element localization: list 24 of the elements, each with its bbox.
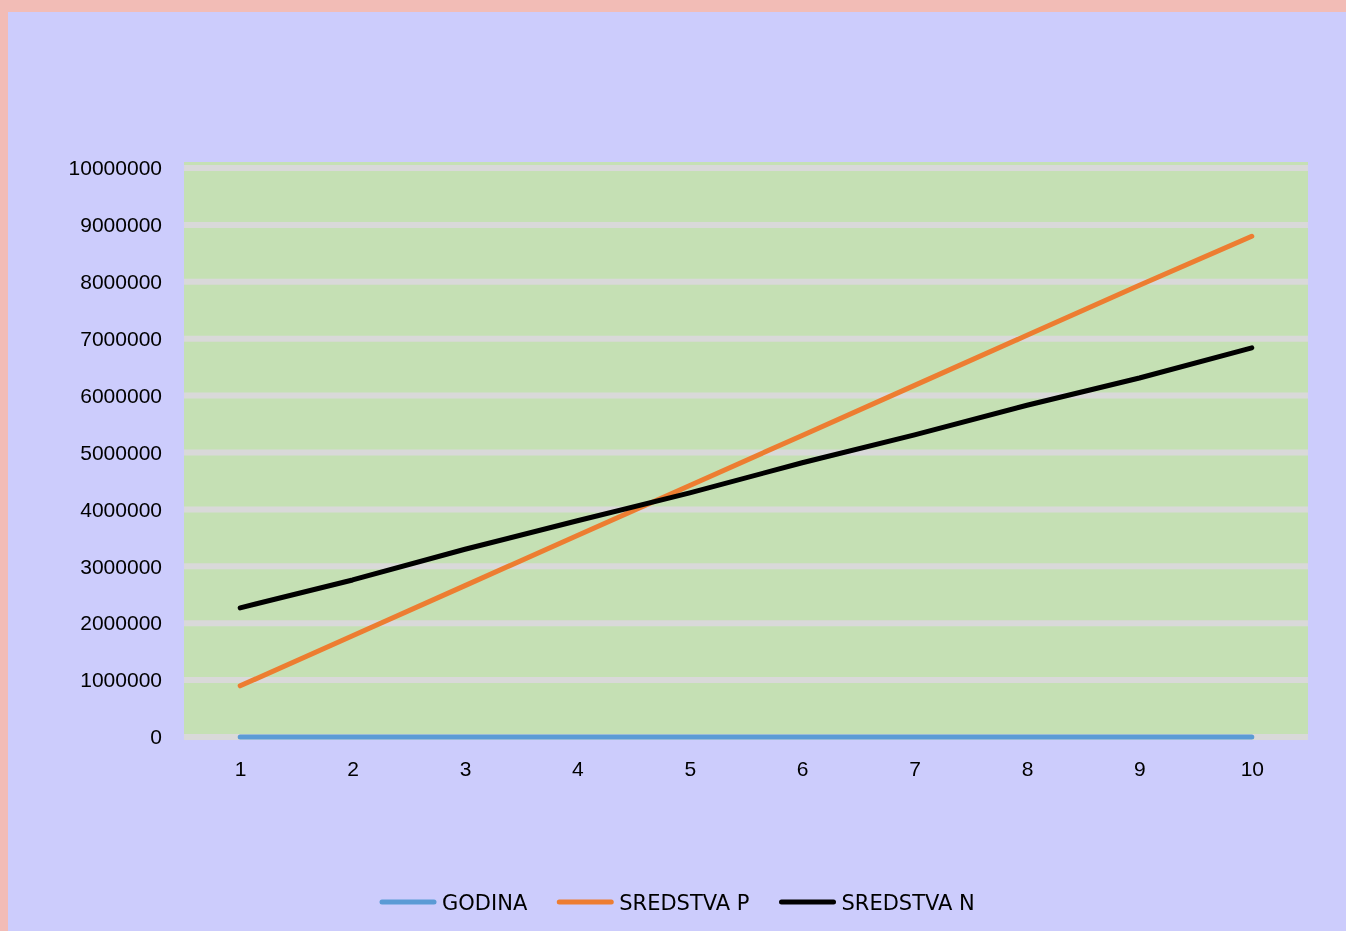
- y-tick-label: 7000000: [80, 326, 162, 350]
- y-tick-label: 5000000: [80, 440, 162, 464]
- x-tick-label: 5: [684, 756, 697, 780]
- y-tick-label: 2000000: [80, 611, 162, 635]
- y-tick-label: 9000000: [80, 213, 162, 237]
- x-tick-label: 4: [572, 756, 585, 780]
- x-tick-label: 7: [909, 756, 921, 780]
- y-tick-label: 10000000: [68, 156, 162, 180]
- y-tick-label: 1000000: [80, 668, 162, 692]
- x-tick-label: 10: [1240, 756, 1264, 780]
- x-tick-label: 1: [234, 756, 247, 780]
- x-tick-label: 3: [459, 756, 472, 780]
- legend-label: SREDSTVA P: [619, 891, 750, 915]
- legend-label: GODINA: [442, 891, 528, 915]
- y-tick-label: 4000000: [80, 497, 162, 521]
- x-tick-label: 6: [796, 756, 809, 780]
- y-tick-label: 0: [150, 725, 162, 749]
- x-tick-label: 8: [1021, 756, 1034, 780]
- x-tick-label: 2: [347, 756, 359, 780]
- y-tick-label: 3000000: [80, 554, 162, 578]
- y-tick-label: 8000000: [80, 270, 162, 294]
- y-tick-label: 6000000: [80, 383, 162, 407]
- x-tick-label: 9: [1134, 756, 1146, 780]
- legend-label: SREDSTVA N: [841, 891, 975, 915]
